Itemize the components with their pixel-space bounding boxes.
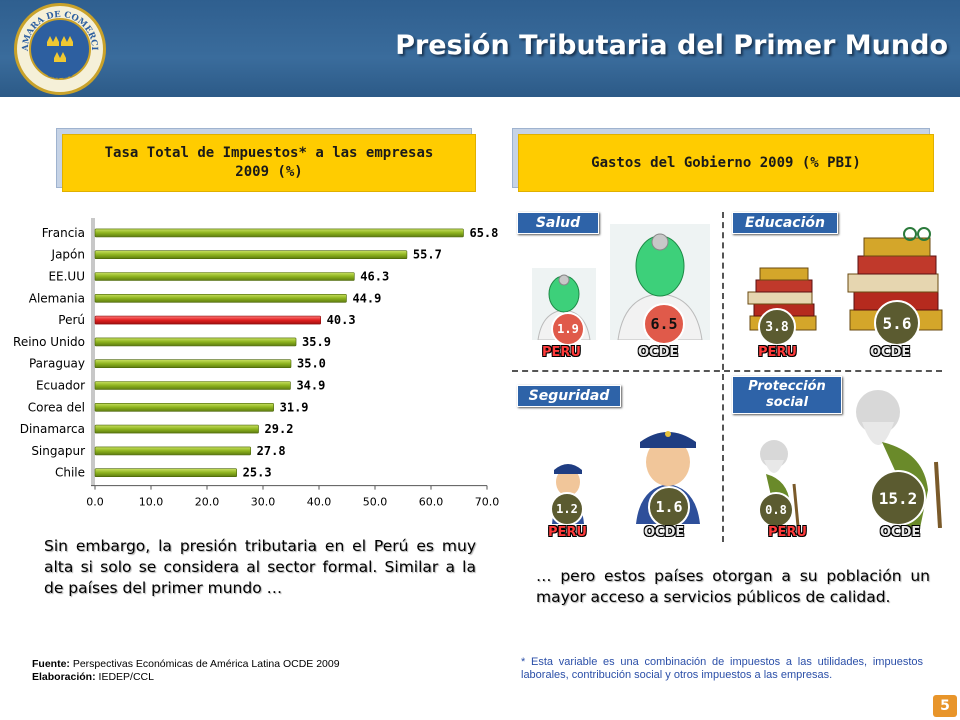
seguridad-peru-value: 1.2 [550,492,584,526]
category-label: Ecuador [36,379,85,393]
bar-value-label: 35.9 [302,335,331,349]
bar [94,250,408,260]
educacion-peru-value: 3.8 [758,308,796,346]
y-axis-wall [91,218,95,486]
bar-value-label: 25.3 [243,466,272,480]
tax-bar-chart: 0.0 10.0 20.0 30.0 40.0 50.0 60.0 70.0 Francia 65… [13,218,500,509]
proteccion-ocde-value: 15.2 [870,470,926,526]
x-tick-label: 70.0 [475,496,500,509]
footnote: * Esta variable es una combinación de im… [521,656,923,681]
left-title-box: Tasa Total de Impuestos* a las empresas … [62,134,476,192]
bar-value-label: 31.9 [280,400,309,414]
left-paragraph: Sin embargo, la presión tributaria en el… [44,537,476,597]
educacion-peru-label: PERU [758,345,797,360]
seguridad-ocde-label: OCDE [644,525,685,540]
logo-text-bottom: LIMA [46,69,74,82]
x-tick-label: 60.0 [419,496,444,509]
bar [94,315,321,325]
educacion-ocde-label: OCDE [870,345,911,360]
tag-salud: Salud [517,212,599,234]
source-value: Perspectivas Económicas de América Latin… [72,658,340,670]
tag-proteccion-line1: Protección [748,379,826,394]
right-title-box: Gastos del Gobierno 2009 (% PBI) [518,134,934,192]
tag-seguridad: Seguridad [517,385,621,407]
bar [94,272,355,281]
salud-peru-value: 1.9 [551,312,585,346]
x-tick-label: 50.0 [363,496,388,509]
category-label: EE.UU [48,270,85,284]
chamber-logo: CAMARA DE COMERCIO LIMA [14,3,106,95]
elaboration-label: Elaboración: [32,671,96,683]
bar-value-label: 46.3 [360,270,389,284]
proteccion-ocde-label: OCDE [880,525,921,540]
source-block: Fuente: Perspectivas Económicas de Améri… [32,658,340,684]
vertical-divider [722,212,724,542]
category-label: Dinamarca [20,422,85,436]
category-label: Corea del [28,400,85,414]
seguridad-ocde-value: 1.6 [648,486,690,528]
bar-value-label: 34.9 [296,379,325,393]
x-tick-label: 0.0 [86,496,104,509]
x-tick-label: 30.0 [251,496,276,509]
page-number: 5 [933,695,957,717]
category-label: Perú [58,313,85,327]
x-tick-label: 20.0 [195,496,220,509]
logo-text-top: CAMARA DE COMERCIO [14,3,99,52]
tag-proteccion: Protección social [732,376,842,414]
category-label: Francia [42,226,85,240]
bar [94,381,291,390]
header-bar: CAMARA DE COMERCIO LIMA Presión Tributar… [0,0,960,97]
bar [94,337,297,347]
x-tick-label: 40.0 [307,496,332,509]
tag-educacion: Educación [732,212,838,234]
bar-value-label: 29.2 [265,422,294,436]
x-tick-label: 10.0 [139,496,164,509]
bar [94,403,274,412]
salud-ocde-label: OCDE [638,345,679,360]
category-label: Paraguay [29,357,85,371]
bar-value-label: 27.8 [257,444,286,458]
bar [94,446,251,456]
salud-ocde-value: 6.5 [643,303,685,345]
category-label: Reino Unido [13,335,85,349]
bar [94,294,347,303]
right-paragraph: … pero estos países otorgan a su poblaci… [536,567,930,606]
proteccion-peru-label: PERU [768,525,807,540]
bar [94,468,237,478]
bar-value-label: 55.7 [413,248,442,262]
horizontal-divider [512,370,942,372]
bar-value-label: 65.8 [469,226,498,240]
proteccion-peru-value: 0.8 [758,492,794,528]
bar-value-label: 44.9 [352,291,381,305]
category-label: Alemania [29,291,85,305]
category-label: Chile [55,466,85,480]
left-title-text: Tasa Total de Impuestos* a las empresas … [104,145,434,180]
tag-proteccion-line2: social [765,395,809,410]
logo-crowns-icon [29,18,91,80]
page-title: Presión Tributaria del Primer Mundo [395,30,948,61]
bar [94,424,259,434]
bar-value-label: 35.0 [297,357,326,371]
educacion-ocde-value: 5.6 [874,300,920,346]
bar [94,228,464,238]
salud-peru-label: PERU [542,345,581,360]
source-label: Fuente: [32,658,70,670]
books-large-icon [847,227,943,331]
bar [94,359,292,368]
elaboration-value: IEDEP/CCL [98,671,154,683]
bar-value-label: 40.3 [327,313,356,327]
category-label: Japón [51,248,85,262]
right-title-text: Gastos del Gobierno 2009 (% PBI) [591,154,861,171]
category-label: Singapur [31,444,85,458]
seguridad-peru-label: PERU [548,525,587,540]
